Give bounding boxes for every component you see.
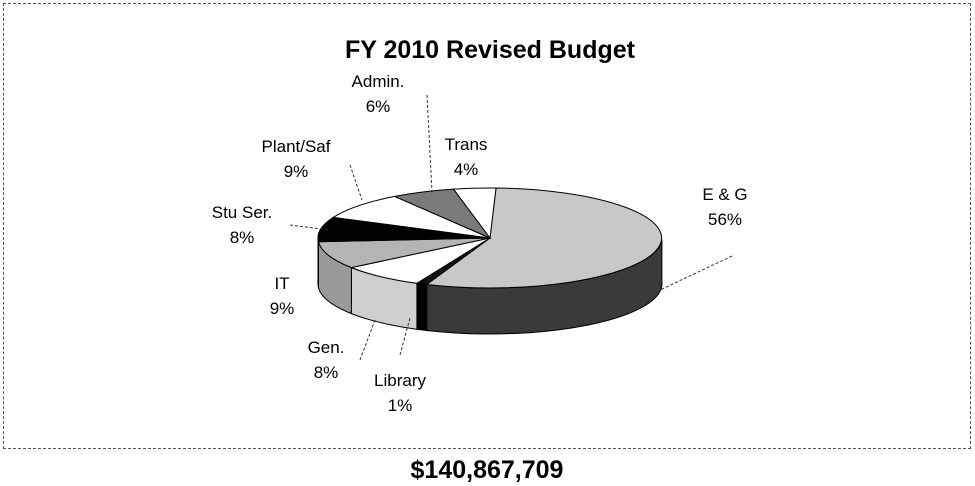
leader-line-plant-saf	[349, 164, 363, 201]
slice-label-it: IT	[274, 274, 289, 293]
pie-slice-e-g	[425, 187, 663, 289]
pie-slice-trans	[452, 187, 497, 240]
pie-slice-it	[317, 237, 491, 269]
slice-label-plant-saf: Plant/Saf	[262, 137, 331, 156]
pie-labels: E & G 56% Library 1% Gen. 8% IT 9% Stu Ser. 8% Pla…	[212, 72, 748, 415]
leader-line-gen-	[359, 319, 376, 361]
slice-percent-it: 9%	[270, 299, 295, 318]
pie-side-library	[416, 282, 428, 331]
slice-percent-e-g: 56%	[708, 210, 742, 229]
slice-label-library: Library	[374, 371, 426, 390]
chart-title: FY 2010 Revised Budget	[345, 36, 636, 64]
slice-percent-library: 1%	[388, 396, 413, 415]
slice-label-gen-: Gen.	[308, 338, 345, 357]
slice-percent-gen-: 8%	[314, 363, 339, 382]
slice-label-stu-ser-: Stu Ser.	[212, 203, 272, 222]
slice-percent-trans: 4%	[454, 160, 479, 179]
slice-label-e-g: E & G	[702, 185, 747, 204]
pie-leaders	[289, 94, 733, 361]
pie-slice-plant-saf	[331, 195, 491, 239]
slice-percent-admin-: 6%	[366, 97, 391, 116]
slice-label-trans: Trans	[445, 135, 488, 154]
slice-percent-plant-saf: 9%	[284, 162, 309, 181]
leader-line-admin-	[426, 94, 433, 193]
pie-tops	[317, 187, 663, 289]
leader-line-e-g	[659, 255, 733, 291]
slice-percent-stu-ser-: 8%	[230, 228, 255, 247]
chart-frame	[3, 3, 971, 449]
leader-line-library	[399, 317, 411, 356]
pie-side-stu-ser-	[317, 238, 319, 288]
slice-label-admin-: Admin.	[352, 72, 405, 91]
leader-line-stu-ser-	[289, 224, 331, 231]
budget-total: $140,867,709	[411, 456, 564, 484]
